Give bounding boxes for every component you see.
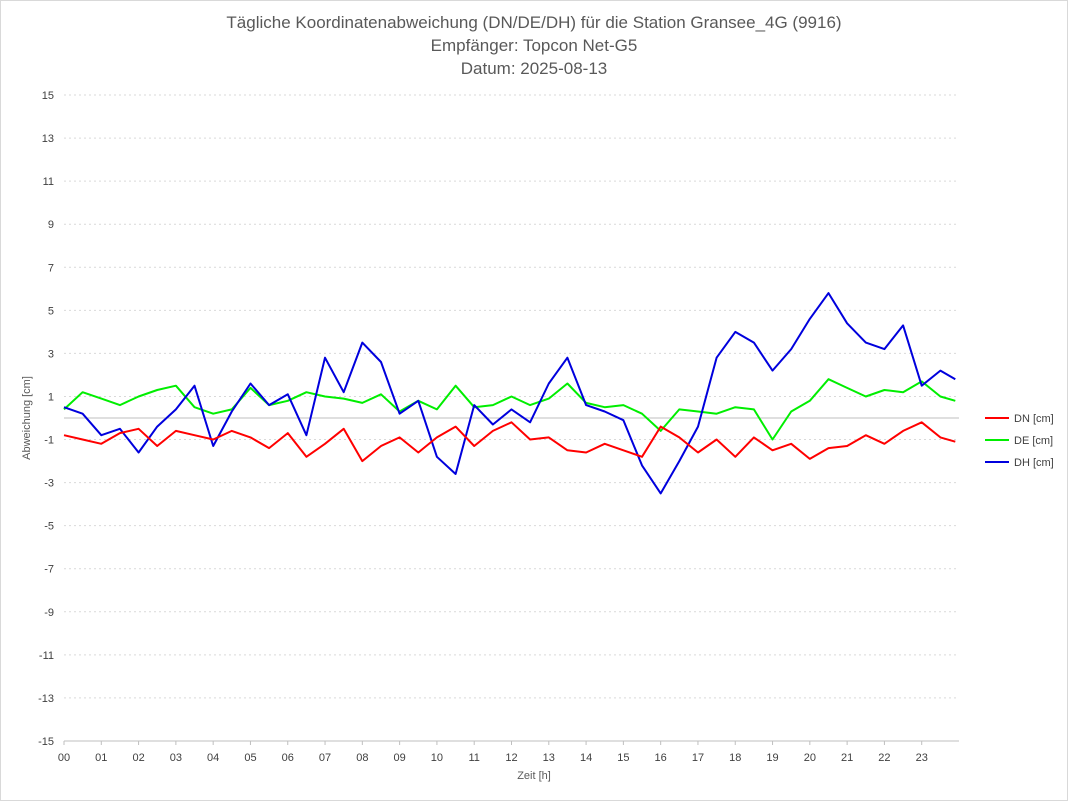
x-tick-label: 17 <box>692 752 704 764</box>
x-tick-label: 11 <box>468 752 479 764</box>
legend: DN [cm] DE [cm] DH [cm] <box>985 413 1054 469</box>
x-tick-label: 06 <box>282 752 294 764</box>
x-tick-label: 04 <box>207 752 219 764</box>
x-tick-label: 02 <box>132 752 144 764</box>
x-tick-label: 14 <box>580 752 592 764</box>
x-tick-label: 19 <box>766 752 778 764</box>
legend-label: DH [cm] <box>1014 457 1054 469</box>
series-layer <box>63 292 956 495</box>
y-tick-label: -15 <box>38 736 54 748</box>
y-tick-label: -13 <box>38 693 54 705</box>
x-tick-label: 12 <box>505 752 517 764</box>
y-tick-label: -7 <box>44 564 54 576</box>
chart-title-line-1: Tägliche Koordinatenabweichung (DN/DE/DH… <box>226 13 841 32</box>
x-tick-label: 05 <box>244 752 256 764</box>
x-tick-label: 03 <box>170 752 182 764</box>
y-tick-label: -9 <box>44 607 54 619</box>
x-tick-label: 15 <box>617 752 629 764</box>
x-tick-label: 13 <box>543 752 555 764</box>
x-tick-label: 01 <box>95 752 107 764</box>
x-tick-label: 23 <box>916 752 928 764</box>
x-tick-label: 20 <box>804 752 816 764</box>
y-tick-label: -5 <box>44 521 54 533</box>
legend-label: DE [cm] <box>1014 435 1053 447</box>
x-tick-label: 18 <box>729 752 741 764</box>
chart-title-line-2: Empfänger: Topcon Net-G5 <box>431 36 638 55</box>
chart-title-line-3: Datum: 2025-08-13 <box>461 59 607 78</box>
x-tick-label: 16 <box>655 752 667 764</box>
grid-layer <box>63 94 959 745</box>
legend-label: DN [cm] <box>1014 413 1054 425</box>
y-axis-label: Abweichung [cm] <box>21 376 33 460</box>
y-tick-label: -11 <box>39 650 54 662</box>
y-tick-labels: 15 13 11 9 7 5 3 1 -1 -3 -5 -7 -9 -11 -13 -15 <box>38 90 54 748</box>
y-tick-label: 3 <box>48 348 54 360</box>
x-axis-label: Zeit [h] <box>517 770 551 782</box>
y-tick-label: 1 <box>48 391 54 403</box>
y-tick-label: 5 <box>48 305 54 317</box>
y-tick-label: 7 <box>48 262 54 274</box>
y-tick-label: -1 <box>44 435 54 447</box>
y-tick-label: 13 <box>42 133 54 145</box>
x-tick-label: 22 <box>878 752 890 764</box>
y-tick-label: 15 <box>42 90 54 102</box>
series-line-dh <box>63 292 956 495</box>
x-tick-label: 10 <box>431 752 443 764</box>
series-line-dn <box>63 421 956 463</box>
x-tick-label: 07 <box>319 752 331 764</box>
x-tick-label: 21 <box>841 752 853 764</box>
x-tick-label: 00 <box>58 752 70 764</box>
x-tick-label: 08 <box>356 752 368 764</box>
y-tick-label: -3 <box>44 478 54 490</box>
series-line-de <box>63 378 956 441</box>
y-tick-label: 11 <box>43 176 54 188</box>
y-tick-label: 9 <box>48 219 54 231</box>
x-tick-labels: 00 01 02 03 04 05 06 07 08 09 10 11 12 13 14 15 16 17 18 19… <box>58 752 928 764</box>
x-tick-label: 09 <box>394 752 406 764</box>
